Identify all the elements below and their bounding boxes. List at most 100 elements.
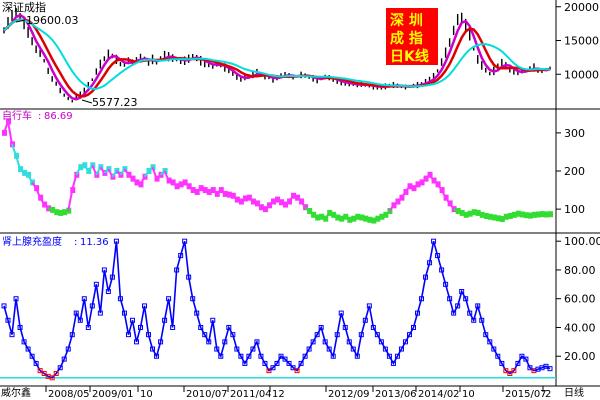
- bike-segment: [384, 210, 391, 216]
- bike-segment: [308, 210, 314, 216]
- adrenal-point: [101, 267, 107, 273]
- bike-segment: [168, 179, 174, 184]
- bike-point: [548, 211, 553, 218]
- bike-segment: [131, 177, 138, 184]
- bike-segment: [457, 210, 463, 214]
- adrenal-point: [202, 332, 208, 338]
- adrenal-point: [423, 274, 429, 280]
- bike-segment: [7, 121, 14, 145]
- bike-segment: [529, 213, 535, 217]
- bike-segment: [204, 189, 210, 193]
- adrenal-point: [238, 353, 244, 359]
- adrenal-point: [447, 296, 453, 302]
- bike-segment: [284, 200, 290, 206]
- bike-segment: [428, 174, 435, 182]
- bike-segment: [176, 183, 182, 188]
- bike-segment: [505, 215, 511, 218]
- adrenal-point: [519, 353, 525, 359]
- adrenal-point: [479, 317, 485, 323]
- adrenal-point: [93, 281, 99, 287]
- adrenal-point: [186, 274, 192, 280]
- bike-segment: [111, 170, 118, 178]
- price-max-label: 19600.03: [26, 14, 79, 27]
- y-tick-label: 80.00: [564, 264, 596, 277]
- bike-segment: [409, 185, 414, 190]
- adrenal-point: [234, 346, 240, 352]
- bike-segment: [412, 183, 419, 189]
- bike-segment: [119, 168, 126, 176]
- bike-segment: [39, 197, 46, 206]
- adrenal-point: [89, 303, 95, 309]
- adrenal-point: [527, 365, 533, 371]
- bike-segment: [107, 168, 114, 178]
- adrenal-point: [350, 346, 356, 352]
- bike-segment: [312, 214, 318, 219]
- bike-segment: [473, 211, 478, 214]
- x-tick-label: 2: [545, 389, 551, 400]
- adrenal-point: [222, 339, 228, 345]
- adrenal-point: [310, 339, 316, 345]
- bike-segment: [99, 166, 106, 174]
- adrenal-point: [138, 324, 143, 330]
- adrenal-point: [73, 310, 79, 316]
- adrenal-point: [129, 317, 135, 323]
- bike-segment: [324, 212, 331, 220]
- bike-segment: [272, 198, 278, 203]
- bike-segment: [357, 215, 362, 219]
- adrenal-point: [431, 238, 437, 244]
- adrenal-point: [358, 332, 364, 338]
- adrenal-point: [133, 339, 139, 345]
- adrenal-point: [218, 353, 224, 359]
- x-tick-label: 2009/01: [92, 389, 134, 400]
- adrenal-point: [61, 356, 67, 362]
- bike-segment: [444, 197, 451, 204]
- adrenal-point: [547, 366, 553, 372]
- bike-segment: [264, 204, 270, 210]
- bike-segment: [240, 197, 246, 203]
- adrenal-point: [330, 353, 336, 359]
- title-badge-line2: 成 指: [390, 30, 423, 47]
- title-badge-line3: 日K线: [390, 48, 429, 65]
- adrenal-point: [113, 238, 119, 244]
- adrenal-point: [451, 310, 457, 316]
- adrenal-point: [21, 339, 27, 345]
- bike-segment: [232, 195, 238, 201]
- adrenal-point: [406, 332, 412, 338]
- bike-segment: [244, 196, 250, 200]
- adrenal-point: [278, 353, 284, 359]
- bike-segment: [51, 209, 57, 214]
- adrenal-point: [29, 353, 35, 359]
- bike-segment: [465, 212, 470, 216]
- bike-segment: [91, 164, 98, 176]
- axis-ticks: 10000 15000 20000 100 200 300 20.00 40.00 60.00 8…: [556, 1, 600, 363]
- adrenal-point: [374, 332, 380, 338]
- adrenal-point: [471, 317, 477, 323]
- bike-segment: [71, 174, 78, 191]
- adrenal-point: [69, 332, 75, 338]
- title-badge-line1: 深 圳: [390, 12, 423, 29]
- adrenal-point: [162, 317, 168, 323]
- bike-segment: [212, 189, 218, 195]
- bike-segment: [127, 174, 134, 180]
- adrenal-panel-title: 肾上腺充盈度: [2, 235, 62, 248]
- bike-segment: [417, 181, 422, 186]
- adrenal-panel-value: 11.36: [80, 237, 109, 248]
- bike-segment: [485, 215, 490, 218]
- adrenal-point: [378, 339, 384, 345]
- adrenal-point: [463, 296, 469, 302]
- bike-segment: [19, 168, 25, 174]
- adrenal-point: [170, 324, 176, 330]
- bike-segment: [380, 213, 386, 218]
- adrenal-point: [491, 346, 497, 352]
- adrenal-point: [499, 360, 505, 366]
- bike-segment: [376, 215, 382, 220]
- adrenal-point: [97, 310, 103, 316]
- adrenal-point: [242, 360, 248, 366]
- adrenal-point: [230, 332, 236, 338]
- bike-segment: [63, 209, 69, 214]
- bike-segment: [139, 176, 146, 185]
- bike-segment: [365, 217, 370, 221]
- y-tick-label: 20000: [564, 1, 599, 14]
- bike-segment: [228, 193, 234, 197]
- adrenal-point: [415, 310, 421, 316]
